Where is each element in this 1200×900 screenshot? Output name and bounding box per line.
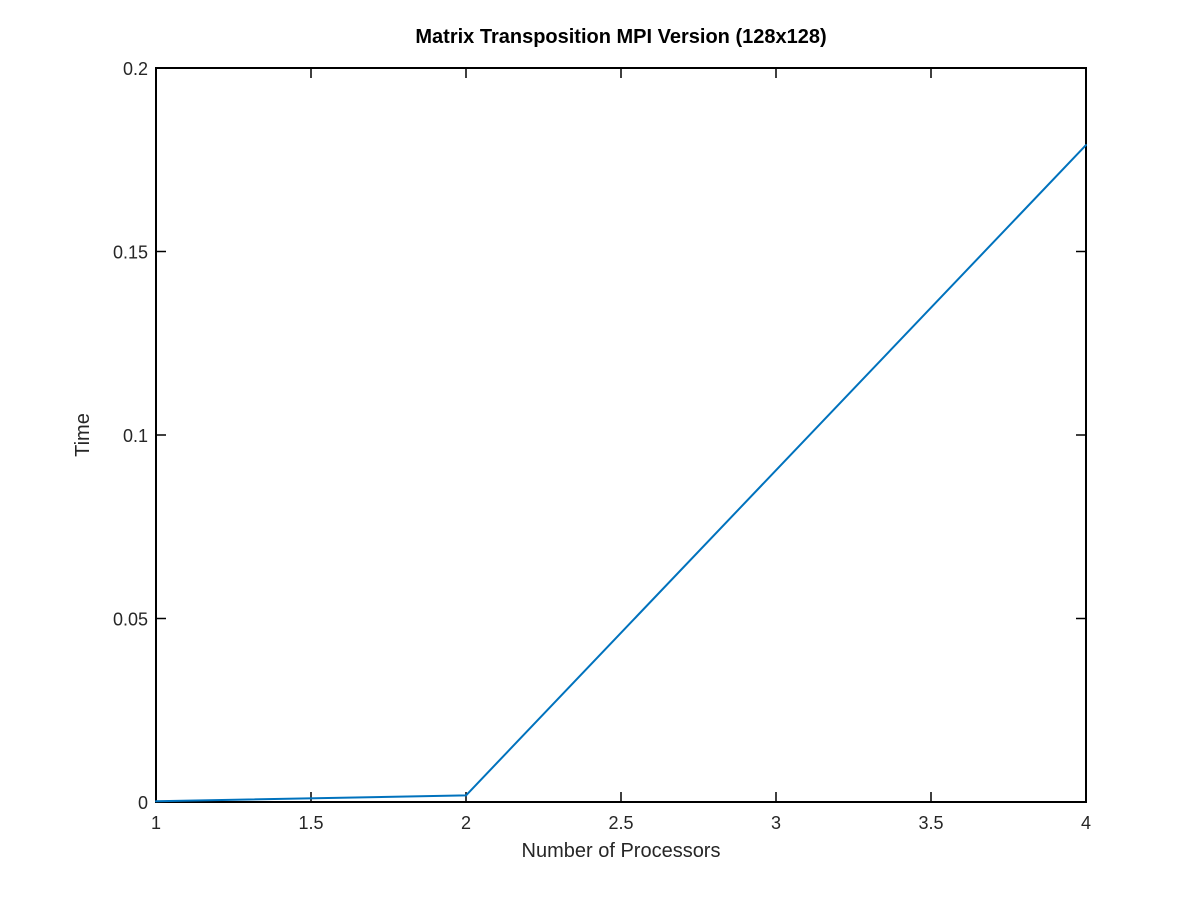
- y-axis-label: Time: [72, 413, 94, 457]
- x-axis-ticks: 1 1.5 2 2.5 3 3.5 4: [151, 68, 1091, 833]
- series-line-0: [155, 144, 1087, 803]
- x-tick-label: 4: [1081, 813, 1091, 833]
- y-tick-label: 0.05: [113, 610, 148, 630]
- series-group: [155, 144, 1087, 803]
- y-tick-label: 0.2: [123, 59, 148, 79]
- x-tick-label: 2.5: [608, 813, 633, 833]
- y-tick-label: 0.1: [123, 426, 148, 446]
- y-tick-label: 0.15: [113, 243, 148, 263]
- x-tick-label: 3: [771, 813, 781, 833]
- y-axis-ticks: 0 0.05 0.1 0.15 0.2: [113, 59, 1086, 813]
- x-tick-label: 1: [151, 813, 161, 833]
- chart-title: Matrix Transposition MPI Version (128x12…: [415, 26, 826, 48]
- x-tick-label: 1.5: [298, 813, 323, 833]
- plot-area-frame: [155, 67, 1087, 803]
- x-tick-label: 3.5: [918, 813, 943, 833]
- y-tick-label: 0: [138, 793, 148, 813]
- x-axis-label: Number of Processors: [522, 840, 721, 862]
- x-tick-label: 2: [461, 813, 471, 833]
